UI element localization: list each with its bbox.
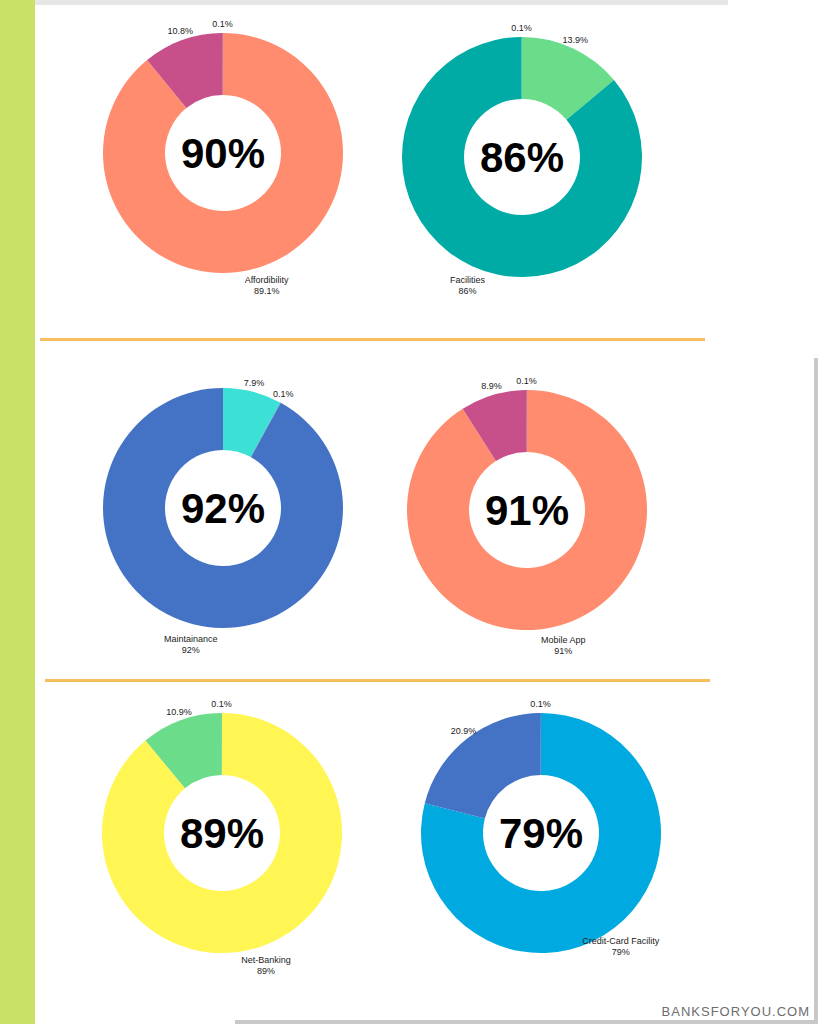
slices <box>103 388 343 628</box>
canvas: 90% Affordibility89.1% 10.8% 0.1% 86% 13.9% Fa… <box>0 0 819 1024</box>
category-label: Credit-Card Facility <box>582 936 660 946</box>
top-bar <box>35 0 728 5</box>
slices <box>421 713 661 953</box>
data-label: 8.9% <box>481 381 502 391</box>
slices <box>103 33 343 273</box>
slice <box>463 390 527 461</box>
category-label: Maintainance <box>164 634 218 644</box>
slice <box>407 390 647 630</box>
data-label: 10.8% <box>168 26 194 36</box>
category-label: Mobile App <box>541 635 586 645</box>
slices <box>402 37 642 277</box>
slice <box>147 33 223 108</box>
center-label: 89% <box>180 810 264 857</box>
slice <box>540 713 542 775</box>
slice <box>146 713 222 788</box>
separator <box>40 338 705 341</box>
slice <box>103 33 343 273</box>
center-label: 86% <box>480 134 564 181</box>
donut-chart: 89%Net-Banking89%10.9%0.1% <box>102 699 342 976</box>
category-label: Net-Banking <box>241 955 291 965</box>
center-label: 91% <box>485 487 569 534</box>
donut-chart: 79%Credit-Card Facility79%20.9%0.1% <box>421 699 661 957</box>
donut-chart: 91%Mobile App91%8.9%0.1% <box>407 376 647 656</box>
data-label: 86% <box>458 286 476 296</box>
slice <box>221 713 223 775</box>
data-label: 13.9% <box>563 35 589 45</box>
data-label: 91% <box>554 646 572 656</box>
slice <box>222 33 224 95</box>
donut-chart: 90% Affordibility89.1% 10.8% 0.1% <box>103 19 343 296</box>
data-labels: Mobile App91%8.9%0.1% <box>481 376 585 656</box>
slice <box>526 390 528 452</box>
data-labels: Credit-Card Facility79%20.9%0.1% <box>451 699 660 957</box>
page: 90% Affordibility89.1% 10.8% 0.1% 86% 13.9% Fa… <box>0 0 819 1024</box>
center-label: 90% <box>181 130 265 177</box>
slices <box>407 390 647 630</box>
slice <box>421 713 661 953</box>
donut-chart: 92%7.9%0.1%Maintainance92% <box>103 378 343 655</box>
slice <box>521 37 523 99</box>
category-label: Affordibility <box>245 275 289 285</box>
separator <box>45 679 710 682</box>
data-label: 89.1% <box>254 286 280 296</box>
data-labels: 13.9%Facilities86%0.1% <box>450 23 588 296</box>
data-label: 0.1% <box>273 389 294 399</box>
donut-chart: 86%13.9%Facilities86%0.1% <box>402 23 642 296</box>
data-labels: Net-Banking89%10.9%0.1% <box>166 699 291 976</box>
data-label: 0.1% <box>211 699 232 709</box>
data-label: 0.1% <box>530 699 551 709</box>
frame-line <box>235 1020 818 1024</box>
slice <box>425 713 541 819</box>
data-label: 0.1% <box>516 376 537 386</box>
center-label: 92% <box>181 485 265 532</box>
side-bar <box>0 0 35 1024</box>
data-label: 0.1% <box>511 23 532 33</box>
data-label: 89% <box>257 966 275 976</box>
slices <box>102 713 342 953</box>
frame-line <box>814 358 818 1024</box>
data-label: 7.9% <box>244 378 265 388</box>
center-label: 79% <box>499 810 583 857</box>
slice <box>102 713 342 953</box>
slice <box>103 388 343 628</box>
data-label: 0.1% <box>212 19 233 29</box>
data-label: 20.9% <box>451 726 477 736</box>
data-label: 92% <box>182 645 200 655</box>
footer: BANKSFORYOU.COM <box>662 1004 810 1019</box>
data-labels: Affordibility89.1% 10.8% 0.1% <box>168 19 290 296</box>
category-label: Facilities <box>450 275 486 285</box>
slice <box>402 37 642 277</box>
data-label: 10.9% <box>166 707 192 717</box>
data-labels: 7.9%0.1%Maintainance92% <box>164 378 294 655</box>
data-label: 79% <box>612 947 630 957</box>
